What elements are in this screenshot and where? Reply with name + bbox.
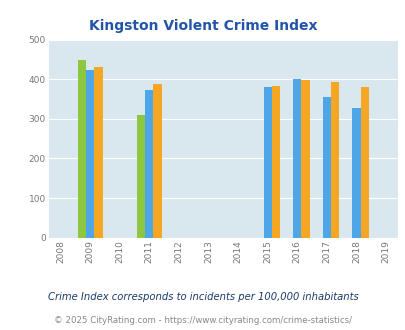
Bar (136, 115, 145, 238)
Bar (145, 90, 153, 238)
Text: Crime Index corresponds to incidents per 100,000 inhabitants: Crime Index corresponds to incidents per… (47, 292, 358, 302)
Bar (94, 67, 102, 238)
Bar (352, 108, 360, 238)
Bar (263, 87, 271, 238)
Bar (77, 60, 86, 238)
Bar (330, 82, 339, 238)
Bar (301, 80, 309, 238)
Text: © 2025 CityRating.com - https://www.cityrating.com/crime-statistics/: © 2025 CityRating.com - https://www.city… (54, 315, 351, 325)
Bar (271, 85, 279, 238)
Bar (292, 79, 301, 238)
Text: Kingston Violent Crime Index: Kingston Violent Crime Index (89, 19, 316, 33)
Bar (86, 70, 94, 238)
Bar (360, 87, 368, 238)
Bar (153, 84, 161, 238)
Bar (322, 97, 330, 238)
